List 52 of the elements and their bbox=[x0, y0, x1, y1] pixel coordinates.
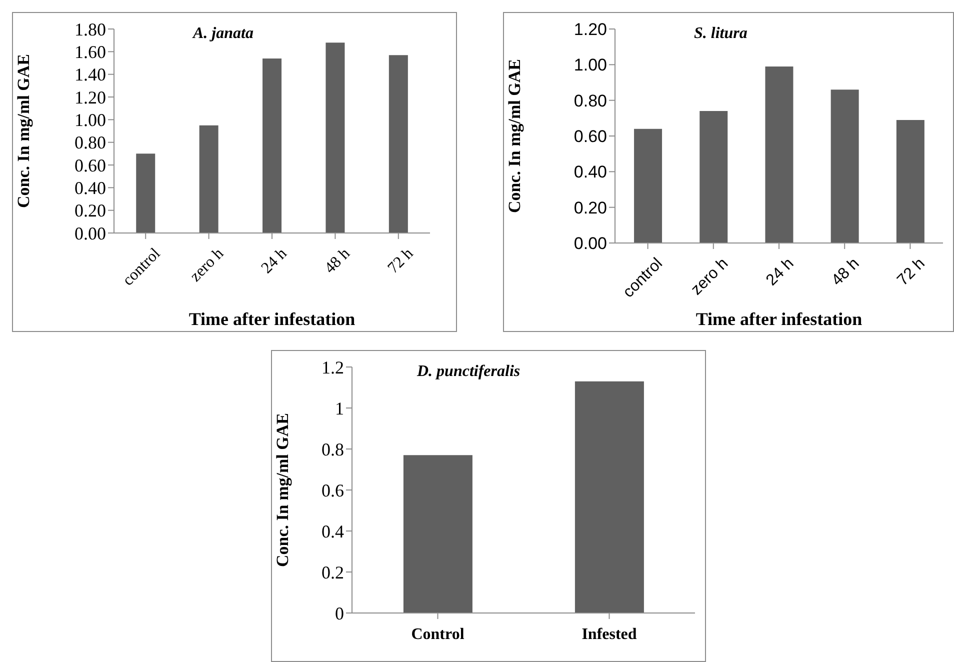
y-tick-label: 1.00 bbox=[74, 110, 106, 130]
y-tick-label: 0.20 bbox=[574, 198, 607, 218]
y-axis-title: Conc. In mg/ml GAE bbox=[14, 54, 34, 208]
bar bbox=[388, 55, 408, 233]
bar bbox=[199, 125, 218, 233]
x-tick-label: 48 h bbox=[322, 245, 354, 277]
x-tick-label: Control bbox=[411, 626, 465, 643]
y-tick-label: 0 bbox=[335, 603, 344, 624]
y-tick-label: 0.00 bbox=[74, 223, 106, 244]
x-tick-label: Infested bbox=[582, 626, 637, 643]
bar bbox=[136, 154, 156, 233]
y-tick-label: 1 bbox=[335, 398, 344, 418]
y-tick-label: 1.00 bbox=[574, 56, 607, 75]
y-tick-label: 0.4 bbox=[322, 521, 344, 542]
bar bbox=[765, 66, 794, 243]
x-tick-label: zero h bbox=[187, 245, 227, 286]
x-tick-label: 72 h bbox=[384, 245, 417, 277]
y-tick-label: 0.2 bbox=[322, 562, 344, 582]
y-tick-label: 0.80 bbox=[74, 132, 106, 153]
y-tick-label: 0.00 bbox=[574, 234, 607, 254]
chart-title: A. janata bbox=[193, 25, 254, 43]
y-tick-label: 0.8 bbox=[322, 439, 344, 460]
chart-title: S. litura bbox=[694, 25, 748, 43]
y-tick-label: 1.20 bbox=[74, 87, 106, 108]
y-tick-label: 1.20 bbox=[574, 20, 607, 40]
y-tick-label: 1.60 bbox=[74, 42, 106, 62]
y-tick-label: 1.2 bbox=[322, 357, 344, 378]
x-tick-label: 72 h bbox=[894, 255, 928, 290]
y-tick-label: 0.6 bbox=[322, 480, 344, 500]
bar bbox=[700, 111, 728, 243]
y-tick-label: 0.60 bbox=[74, 155, 106, 176]
bar bbox=[634, 128, 662, 243]
x-axis-title: Time after infestation bbox=[696, 309, 862, 329]
y-tick-label: 0.60 bbox=[574, 127, 607, 146]
x-tick-label: zero h bbox=[688, 255, 732, 299]
x-axis-title: Time after infestation bbox=[188, 309, 356, 329]
y-tick-label: 1.40 bbox=[74, 64, 106, 85]
x-tick-label: 48 h bbox=[828, 255, 863, 290]
x-tick-label: 24 h bbox=[763, 255, 798, 290]
bar bbox=[830, 90, 859, 243]
bar bbox=[896, 120, 924, 243]
y-tick-label: 0.20 bbox=[74, 200, 106, 221]
chart-title: D. punctiferalis bbox=[417, 363, 520, 381]
y-tick-label: 0.40 bbox=[574, 162, 607, 182]
x-tick-label: 24 h bbox=[258, 245, 290, 277]
y-axis-title: Conc. In mg/ml GAE bbox=[505, 59, 524, 213]
y-tick-label: 1.80 bbox=[74, 19, 106, 40]
y-tick-label: 0.80 bbox=[574, 91, 607, 110]
bar bbox=[326, 42, 345, 233]
bar bbox=[262, 58, 282, 233]
y-axis-title: Conc. In mg/ml GAE bbox=[273, 413, 292, 567]
y-tick-label: 0.40 bbox=[74, 178, 106, 198]
